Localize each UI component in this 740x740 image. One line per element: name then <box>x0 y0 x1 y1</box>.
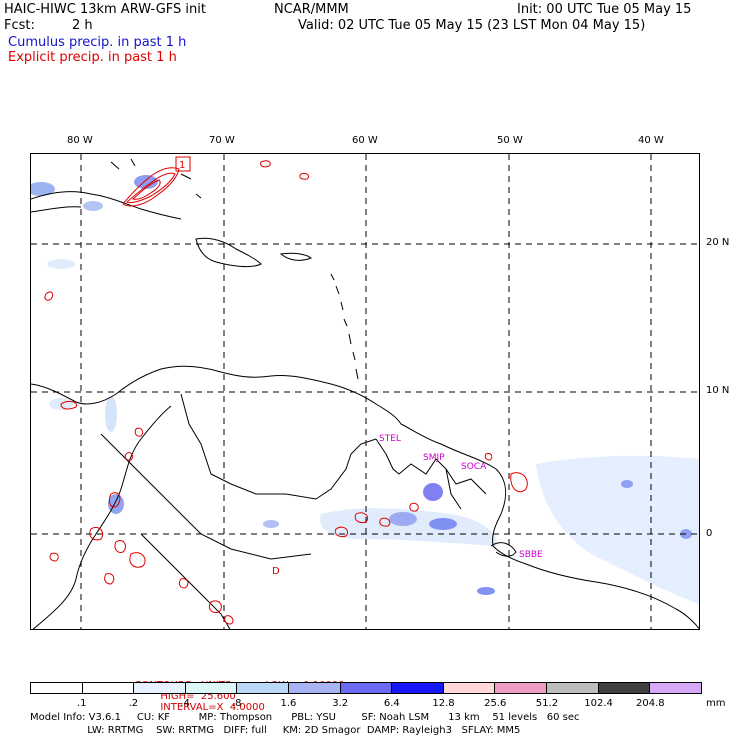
station-stel: STEL <box>379 434 401 444</box>
precip-map: STEL SMJP SOCA SBBE 1 D <box>31 154 699 629</box>
lon-label-70w: 70 W <box>209 135 235 146</box>
colorbar-label: .2 <box>128 698 139 709</box>
model-info-line1: Model Info: V3.6.1 CU: KF MP: Thompson P… <box>30 712 580 723</box>
model-title: HAIC-HIWC 13km ARW-GFS init <box>4 2 206 17</box>
station-soca: SOCA <box>461 462 487 472</box>
colorbar-swatch <box>237 683 290 693</box>
map-letter-d: D <box>272 566 280 577</box>
lat-lon-grid <box>31 154 699 629</box>
lat-label-0: 0 <box>706 528 713 539</box>
colorbar-swatch <box>31 683 83 693</box>
explicit-legend: Explicit precip. in past 1 h <box>8 50 177 65</box>
colorbar-swatch <box>495 683 548 693</box>
cumulus-legend: Cumulus precip. in past 1 h <box>8 35 187 50</box>
fcst-value: 2 h <box>72 18 93 33</box>
lat-label-20n: 20 N <box>706 237 730 248</box>
colorbar-label: .1 <box>76 698 87 709</box>
lon-label-50w: 50 W <box>497 135 523 146</box>
contours-high: HIGH= 25.600 <box>160 691 236 702</box>
lon-label-60w: 60 W <box>352 135 378 146</box>
lat-label-10n: 10 N <box>706 385 730 396</box>
colorbar-label: 6.4 <box>383 698 400 709</box>
org-label: NCAR/MMM <box>274 2 349 17</box>
contours-interval: INTERVAL=X 4.0000 <box>160 702 265 713</box>
model-info-line2: LW: RRTMG SW: RRTMG DIFF: full KM: 2D Sm… <box>30 725 521 736</box>
colorbar-swatch <box>340 683 393 693</box>
cumulus-precip-areas <box>31 175 699 604</box>
colorbar-swatch <box>134 683 186 693</box>
colorbar <box>30 682 702 694</box>
colorbar-swatch <box>443 683 496 693</box>
colorbar-swatch <box>289 683 341 693</box>
colorbar-label: .4 <box>180 698 190 709</box>
colorbar-label: 1.6 <box>280 698 297 709</box>
colorbar-label: 12.8 <box>432 698 455 709</box>
contour-box-label: 1 <box>179 160 185 171</box>
colorbar-swatch <box>547 683 599 693</box>
lon-label-80w: 80 W <box>67 135 93 146</box>
colorbar-label: 3.2 <box>332 698 349 709</box>
coastlines <box>31 158 699 629</box>
lon-label-40w: 40 W <box>638 135 664 146</box>
station-labels: STEL SMJP SOCA SBBE <box>379 434 543 560</box>
valid-time: Valid: 02 UTC Tue 05 May 15 (23 LST Mon … <box>298 18 646 33</box>
colorbar-swatch <box>82 683 135 693</box>
colorbar-label: 51.2 <box>535 698 559 709</box>
colorbar-label: .8 <box>231 698 242 709</box>
station-sbbe: SBBE <box>519 550 543 560</box>
station-smjp: SMJP <box>423 453 445 463</box>
explicit-precip-contours <box>44 156 528 625</box>
colorbar-label: 102.4 <box>584 698 613 709</box>
colorbar-unit: mm <box>706 698 726 709</box>
colorbar-swatch <box>650 683 701 693</box>
colorbar-label: 204.8 <box>635 698 665 709</box>
init-time: Init: 00 UTC Tue 05 May 15 <box>517 2 692 17</box>
colorbar-swatch <box>185 683 238 693</box>
fcst-label: Fcst: <box>4 18 35 33</box>
map-panel: STEL SMJP SOCA SBBE 1 D <box>30 153 700 630</box>
colorbar-swatch <box>392 683 444 693</box>
colorbar-swatch <box>598 683 651 693</box>
colorbar-label: 25.6 <box>484 698 507 709</box>
